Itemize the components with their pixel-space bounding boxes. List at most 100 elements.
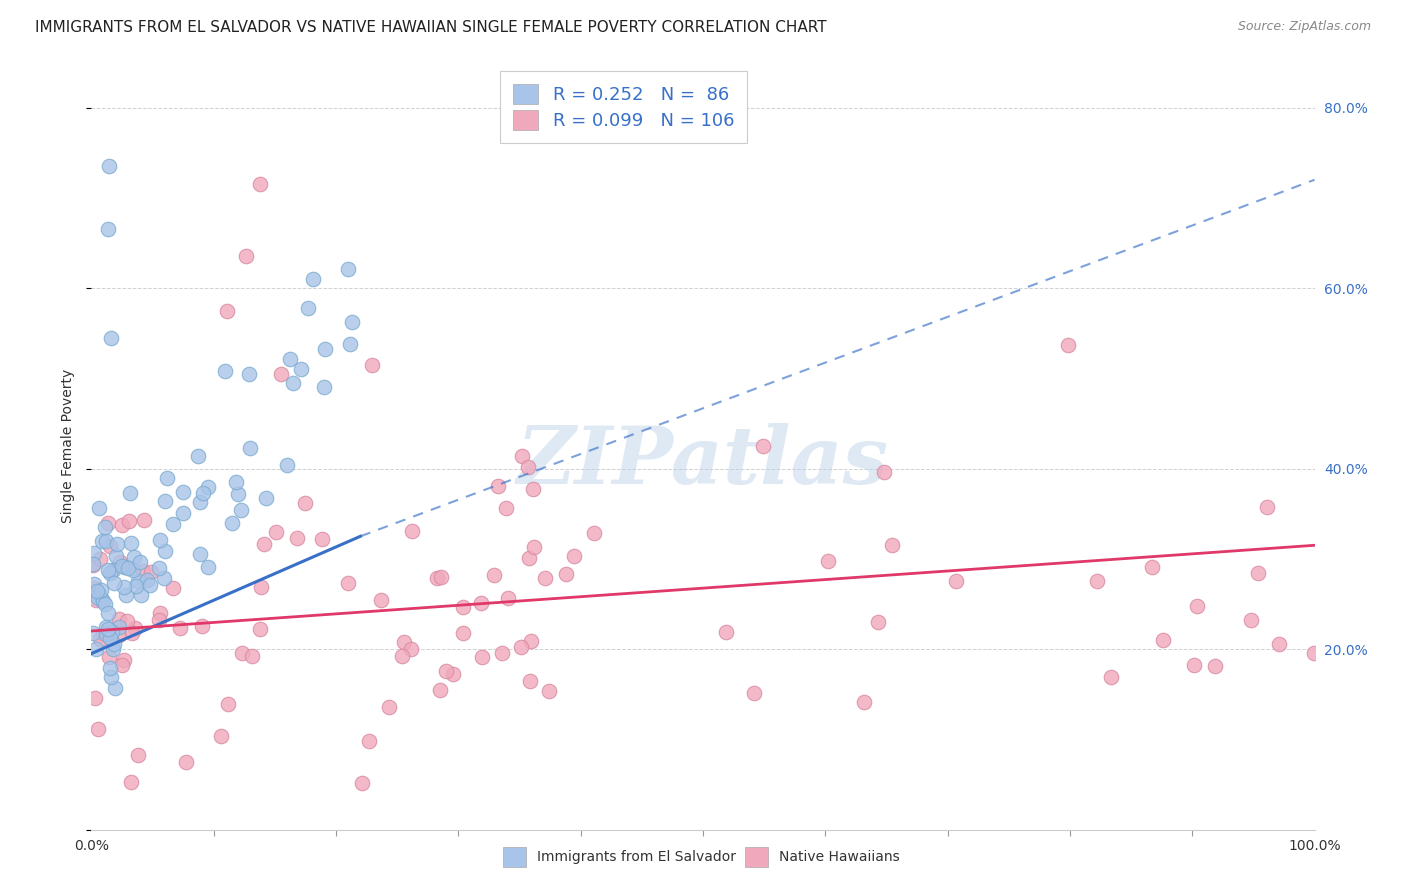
Point [1057, 338, 1080, 352]
Point [491, 646, 513, 660]
Point [153, 570, 176, 584]
Point [100, 670, 122, 684]
Point [522, 482, 544, 496]
Point [94, 534, 117, 549]
Point [441, 666, 464, 681]
Point [90, 591, 112, 605]
Point [110, 555, 132, 569]
Point [429, 683, 451, 698]
Point [120, 535, 142, 549]
Point [537, 684, 560, 698]
Point [129, 588, 152, 602]
Point [872, 465, 894, 479]
Point [172, 485, 194, 500]
Point [817, 554, 839, 568]
Point [583, 525, 606, 540]
Point [285, 531, 308, 545]
Point [111, 559, 134, 574]
Point [238, 367, 260, 381]
Text: ZIPatlas: ZIPatlas [517, 423, 889, 500]
Point [132, 564, 155, 578]
Point [225, 475, 247, 489]
Point [1184, 658, 1206, 673]
Point [155, 471, 177, 485]
Point [90, 534, 112, 549]
Point [486, 479, 509, 493]
Point [752, 439, 775, 453]
Point [880, 538, 903, 552]
Point [105, 537, 128, 551]
Point [104, 549, 127, 563]
Point [132, 513, 155, 527]
Point [249, 178, 271, 192]
Point [297, 301, 319, 315]
Text: Immigrants from El Salvador: Immigrants from El Salvador [537, 850, 737, 864]
Point [193, 486, 215, 500]
Point [1152, 633, 1174, 648]
Point [89, 552, 111, 566]
Point [217, 697, 239, 711]
Point [94, 520, 117, 534]
Point [352, 776, 374, 790]
Point [118, 515, 141, 529]
Point [127, 747, 149, 762]
Point [100, 331, 122, 345]
Point [1204, 659, 1226, 673]
Point [235, 250, 257, 264]
Point [138, 578, 160, 592]
Point [82, 558, 104, 573]
Point [82, 626, 104, 640]
Point [430, 569, 453, 583]
Point [101, 625, 124, 640]
Point [97, 622, 120, 636]
Point [120, 775, 142, 789]
Text: Native Hawaiians: Native Hawaiians [779, 850, 900, 864]
Point [115, 588, 138, 602]
Point [253, 537, 276, 551]
Point [169, 621, 191, 635]
Point [84, 593, 107, 607]
Point [562, 549, 585, 563]
Point [453, 625, 475, 640]
Point [122, 549, 145, 564]
Point [264, 525, 287, 540]
Point [1142, 560, 1164, 574]
Point [290, 362, 312, 376]
Point [744, 686, 766, 700]
Point [370, 593, 392, 607]
Point [83, 576, 105, 591]
Point [94, 626, 117, 640]
Point [124, 621, 146, 635]
Point [104, 681, 127, 695]
Point [136, 574, 159, 588]
Point [127, 574, 149, 588]
Point [149, 607, 172, 621]
Point [83, 581, 105, 595]
Point [945, 574, 967, 589]
Point [114, 560, 136, 574]
Point [108, 620, 131, 634]
Point [311, 532, 333, 546]
Point [270, 367, 292, 381]
Point [342, 316, 364, 330]
Point [1185, 599, 1208, 614]
Point [249, 580, 271, 594]
Point [312, 380, 335, 394]
Point [249, 622, 271, 636]
Point [229, 503, 252, 517]
Point [339, 336, 361, 351]
Point [111, 517, 134, 532]
Point [302, 272, 325, 286]
Point [1256, 500, 1278, 514]
Point [83, 546, 105, 560]
Point [1268, 637, 1291, 651]
Point [121, 563, 143, 577]
Point [337, 576, 360, 591]
Point [97, 606, 120, 620]
Point [1085, 574, 1108, 588]
Point [495, 500, 517, 515]
Point [162, 516, 184, 531]
Point [852, 695, 875, 709]
Point [97, 563, 120, 577]
Point [392, 635, 415, 649]
